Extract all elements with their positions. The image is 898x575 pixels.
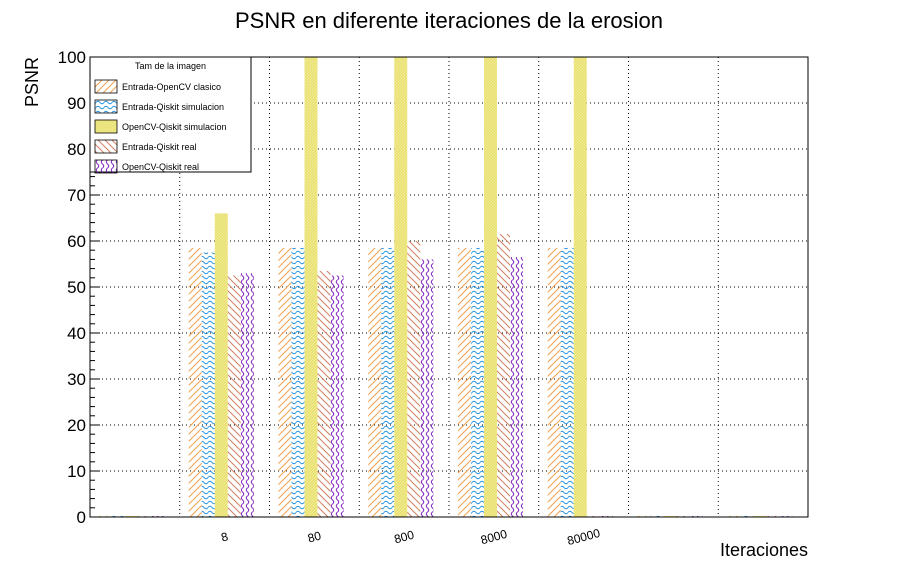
bar (368, 247, 382, 517)
y-axis-title: PSNR (22, 57, 42, 107)
legend-entry: Entrada-Qiskit real (122, 142, 197, 152)
axes: 0 10 20 30 40 50 60 70 80 90 100 8 80 800 8000 80000 (58, 48, 809, 548)
legend-entry: OpenCV-Qiskit simulacion (122, 122, 227, 132)
bar (470, 247, 485, 517)
bar (278, 247, 292, 517)
bar (291, 247, 305, 517)
y-tick-label: 80 (67, 140, 86, 159)
legend-entry: Entrada-Qiskit simulacion (122, 102, 224, 112)
bar (201, 252, 215, 517)
x-tick-label: 8 (220, 529, 230, 544)
legend-entry: Entrada-OpenCV clasico (122, 82, 221, 92)
y-tick-label: 40 (67, 324, 86, 343)
bar (304, 57, 318, 517)
bar (560, 247, 574, 517)
legend: Tam de la imagen Entrada-OpenCV clasico En… (89, 56, 252, 174)
y-tick-label: 50 (67, 278, 86, 297)
y-tick-label: 90 (67, 94, 86, 113)
y-tick-label: 70 (67, 186, 86, 205)
bar (330, 275, 344, 517)
legend-box (89, 56, 252, 173)
legend-swatch (94, 159, 118, 174)
x-axis-title: Iteraciones (720, 540, 808, 560)
bar (457, 247, 471, 517)
y-tick-label: 60 (67, 232, 86, 251)
bar (573, 57, 587, 517)
chart-title: PSNR en diferente iteraciones de la eros… (235, 8, 663, 33)
bar (420, 259, 434, 517)
bar (407, 241, 421, 517)
bar (214, 213, 228, 517)
y-tick-label: 100 (58, 48, 86, 67)
x-tick-label: 800 (393, 528, 416, 547)
bar (227, 275, 241, 517)
legend-swatch (94, 99, 118, 114)
bar (381, 247, 395, 517)
bar (188, 247, 202, 517)
bar (240, 273, 254, 517)
x-tick-label: 80000 (566, 526, 602, 548)
x-tick-label: 8000 (479, 527, 509, 548)
bar (484, 57, 498, 517)
legend-swatch (94, 139, 118, 154)
y-tick-label: 30 (67, 370, 86, 389)
bar (317, 270, 331, 517)
bar (547, 247, 561, 517)
bar (497, 234, 511, 517)
legend-swatch (94, 119, 118, 134)
bars (98, 57, 793, 517)
x-tick-label: 80 (306, 528, 323, 545)
bar (394, 57, 408, 517)
bar (510, 257, 524, 517)
legend-title: Tam de la imagen (135, 61, 206, 71)
y-tick-label: 10 (67, 462, 86, 481)
legend-swatch (94, 79, 118, 94)
legend-entry: OpenCV-Qiskit real (122, 162, 199, 172)
y-tick-label: 0 (77, 508, 86, 527)
y-tick-label: 20 (67, 416, 86, 435)
